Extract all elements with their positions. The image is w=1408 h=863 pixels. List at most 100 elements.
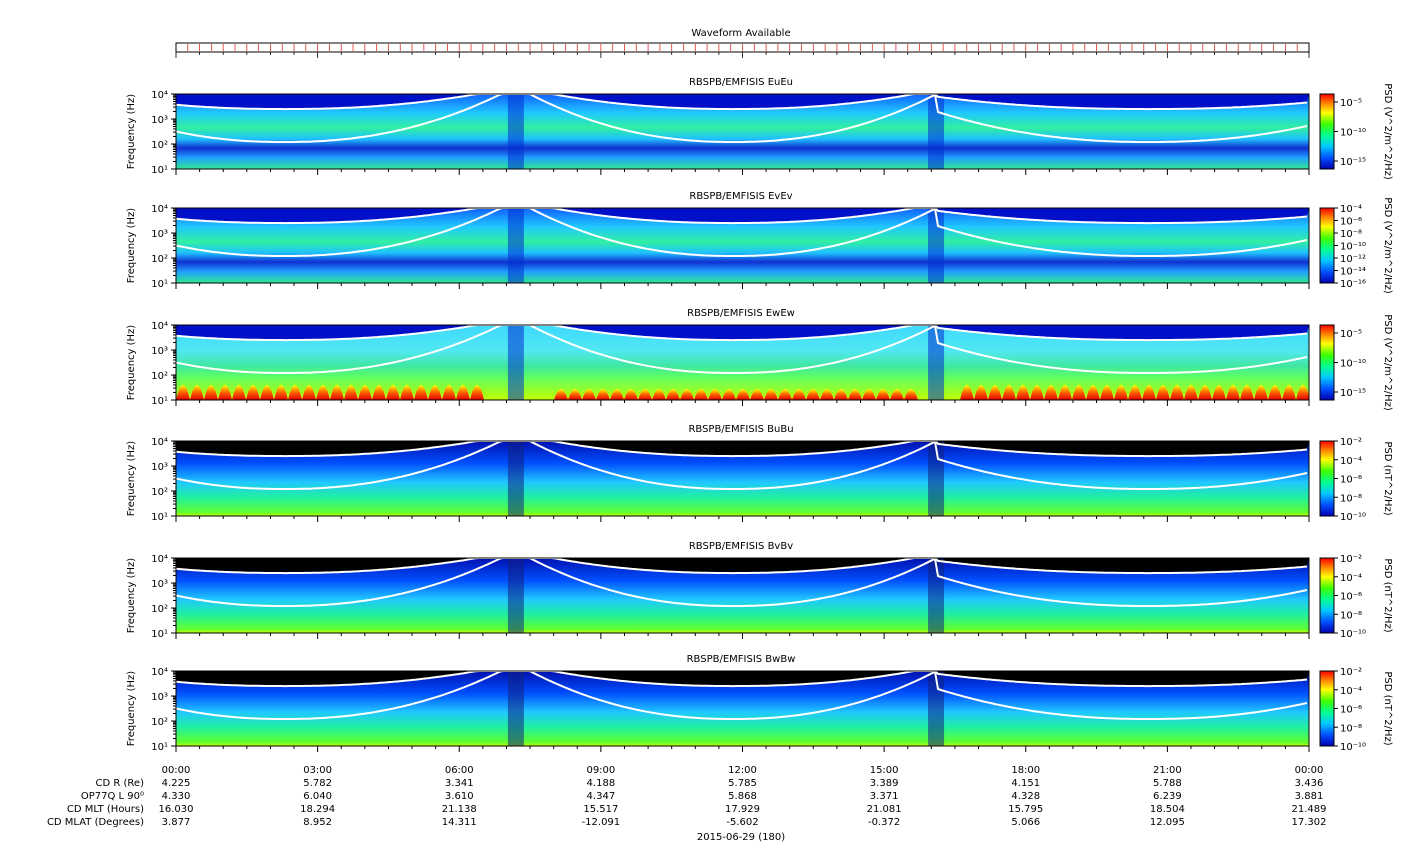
y-tick-label: 10² <box>151 604 168 615</box>
colorbar <box>1319 93 1335 170</box>
colorbar-label: PSD (nT^2/Hz) <box>1382 671 1393 745</box>
colorbar <box>1319 440 1335 517</box>
ephemeris-value: 6.040 <box>303 791 332 802</box>
oscillation-band <box>680 389 694 400</box>
panel-image <box>176 441 1309 516</box>
panel-image <box>176 208 1309 283</box>
ephemeris-value: 3.341 <box>445 778 474 789</box>
ephemeris-label: CD MLAT (Degrees) <box>47 817 144 828</box>
apogee-streak <box>507 94 524 169</box>
panel-title: RBSPB/EMFISIS BvBv <box>689 541 793 552</box>
colorbar-tick-label: 10⁻¹⁰ <box>1340 359 1366 370</box>
ephemeris-label: CD MLT (Hours) <box>67 804 144 815</box>
ephemeris-value: 4.151 <box>1011 778 1040 789</box>
y-tick-label: 10⁴ <box>151 204 168 215</box>
ephemeris-value: 8.952 <box>303 817 332 828</box>
lower-frequency-curve <box>176 558 1308 607</box>
oscillation-band <box>218 385 232 400</box>
ephemeris-value: 3.877 <box>162 817 191 828</box>
y-tick-label: 10³ <box>151 346 168 357</box>
colorbar-tick-label: 10⁻⁸ <box>1340 493 1362 504</box>
ephemeris-value: 5.868 <box>728 791 757 802</box>
y-tick-label: 10² <box>151 254 168 265</box>
oscillation-band <box>1030 385 1044 400</box>
colorbar-tick-label: 10⁻⁴ <box>1340 204 1362 215</box>
ephemeris-value: 3.436 <box>1295 778 1324 789</box>
oscillation-band <box>456 385 470 400</box>
y-tick-label: 10³ <box>151 115 168 126</box>
oscillation-band <box>820 389 834 400</box>
oscillation-band <box>358 385 372 400</box>
oscillation-band <box>1072 385 1086 400</box>
ephemeris-label: CD R (Re) <box>96 778 145 789</box>
oscillation-band <box>1296 385 1309 400</box>
oscillation-band <box>344 385 358 400</box>
colorbar <box>1319 324 1335 401</box>
oscillation-band <box>1100 385 1114 400</box>
upper-frequency-curve <box>176 671 1308 688</box>
x-tick-label: 12:00 <box>728 765 757 776</box>
spectrogram-panel-5: RBSPB/EMFISIS BvBv 10⁴ 10³ 10² 10¹ Frequency … <box>126 541 1393 640</box>
panel-title: RBSPB/EMFISIS EwEw <box>687 308 795 319</box>
waveform-title: Waveform Available <box>691 28 790 39</box>
colorbar-tick-label: 10⁻¹⁵ <box>1340 157 1366 168</box>
panel-image <box>176 671 1309 746</box>
panel-image <box>176 325 1309 400</box>
colorbar-tick-label: 10⁻¹⁰ <box>1340 629 1366 640</box>
colorbar-tick-label: 10⁻¹⁰ <box>1340 512 1366 523</box>
y-axis-label: Frequency (Hz) <box>126 558 137 634</box>
y-tick-label: 10² <box>151 487 168 498</box>
ephemeris-value: 4.188 <box>587 778 616 789</box>
ephemeris-value: 3.389 <box>870 778 899 789</box>
oscillation-band <box>288 385 302 400</box>
upper-frequency-curve <box>176 441 1308 458</box>
panel-image <box>176 558 1309 633</box>
lower-frequency-curve <box>176 441 1308 490</box>
ephemeris-value: 12.095 <box>1150 817 1185 828</box>
oscillation-band <box>666 389 680 400</box>
oscillation-band <box>428 385 442 400</box>
ephemeris-value: 5.785 <box>728 778 757 789</box>
oscillation-band <box>232 385 246 400</box>
ephemeris-value: -5.602 <box>726 817 758 828</box>
ephemeris-value: 6.239 <box>1153 791 1182 802</box>
oscillation-band <box>330 385 344 400</box>
oscillation-band <box>1016 385 1030 400</box>
colorbar-tick-label: 10⁻⁵ <box>1340 98 1362 109</box>
upper-frequency-curve <box>176 325 1308 342</box>
colorbar-tick-label: 10⁻⁸ <box>1340 610 1362 621</box>
spectrogram-panel-4: RBSPB/EMFISIS BuBu 10⁴ 10³ 10² 10¹ Frequency … <box>126 424 1393 523</box>
y-axis-label: Frequency (Hz) <box>126 208 137 284</box>
oscillation-band <box>694 389 708 400</box>
ephemeris-value: 14.311 <box>442 817 477 828</box>
spectrogram-panel-1: RBSPB/EMFISIS EuEu 10⁴ 10³ 10² 10¹ Frequency … <box>126 77 1393 180</box>
oscillation-band <box>1128 385 1142 400</box>
oscillation-band <box>1226 385 1240 400</box>
oscillation-band <box>414 385 428 400</box>
y-tick-label: 10³ <box>151 462 168 473</box>
y-axis-label: Frequency (Hz) <box>126 94 137 170</box>
oscillation-band <box>1156 385 1170 400</box>
lower-frequency-curve <box>176 208 1308 257</box>
colorbar-tick-label: 10⁻¹⁰ <box>1340 742 1366 753</box>
ephemeris-value: 21.138 <box>442 804 477 815</box>
colorbar-label: PSD (V^2/m^2/Hz) <box>1382 314 1393 411</box>
oscillation-band <box>204 385 218 400</box>
colorbar-tick-label: 10⁻⁸ <box>1340 723 1362 734</box>
upper-frequency-curve <box>176 208 1308 225</box>
colorbar-label: PSD (V^2/m^2/Hz) <box>1382 83 1393 180</box>
oscillation-band <box>806 389 820 400</box>
y-tick-label: 10³ <box>151 692 168 703</box>
apogee-streak <box>507 208 524 283</box>
y-tick-label: 10¹ <box>151 742 168 753</box>
oscillation-band <box>554 389 568 400</box>
ephemeris-value: 18.294 <box>300 804 335 815</box>
y-tick-label: 10⁴ <box>151 667 168 678</box>
y-tick-label: 10⁴ <box>151 554 168 565</box>
y-axis-label: Frequency (Hz) <box>126 671 137 747</box>
colorbar-tick-label: 10⁻¹⁰ <box>1340 242 1366 253</box>
oscillation-band <box>722 389 736 400</box>
oscillation-band <box>764 389 778 400</box>
x-tick-label: 03:00 <box>303 765 332 776</box>
